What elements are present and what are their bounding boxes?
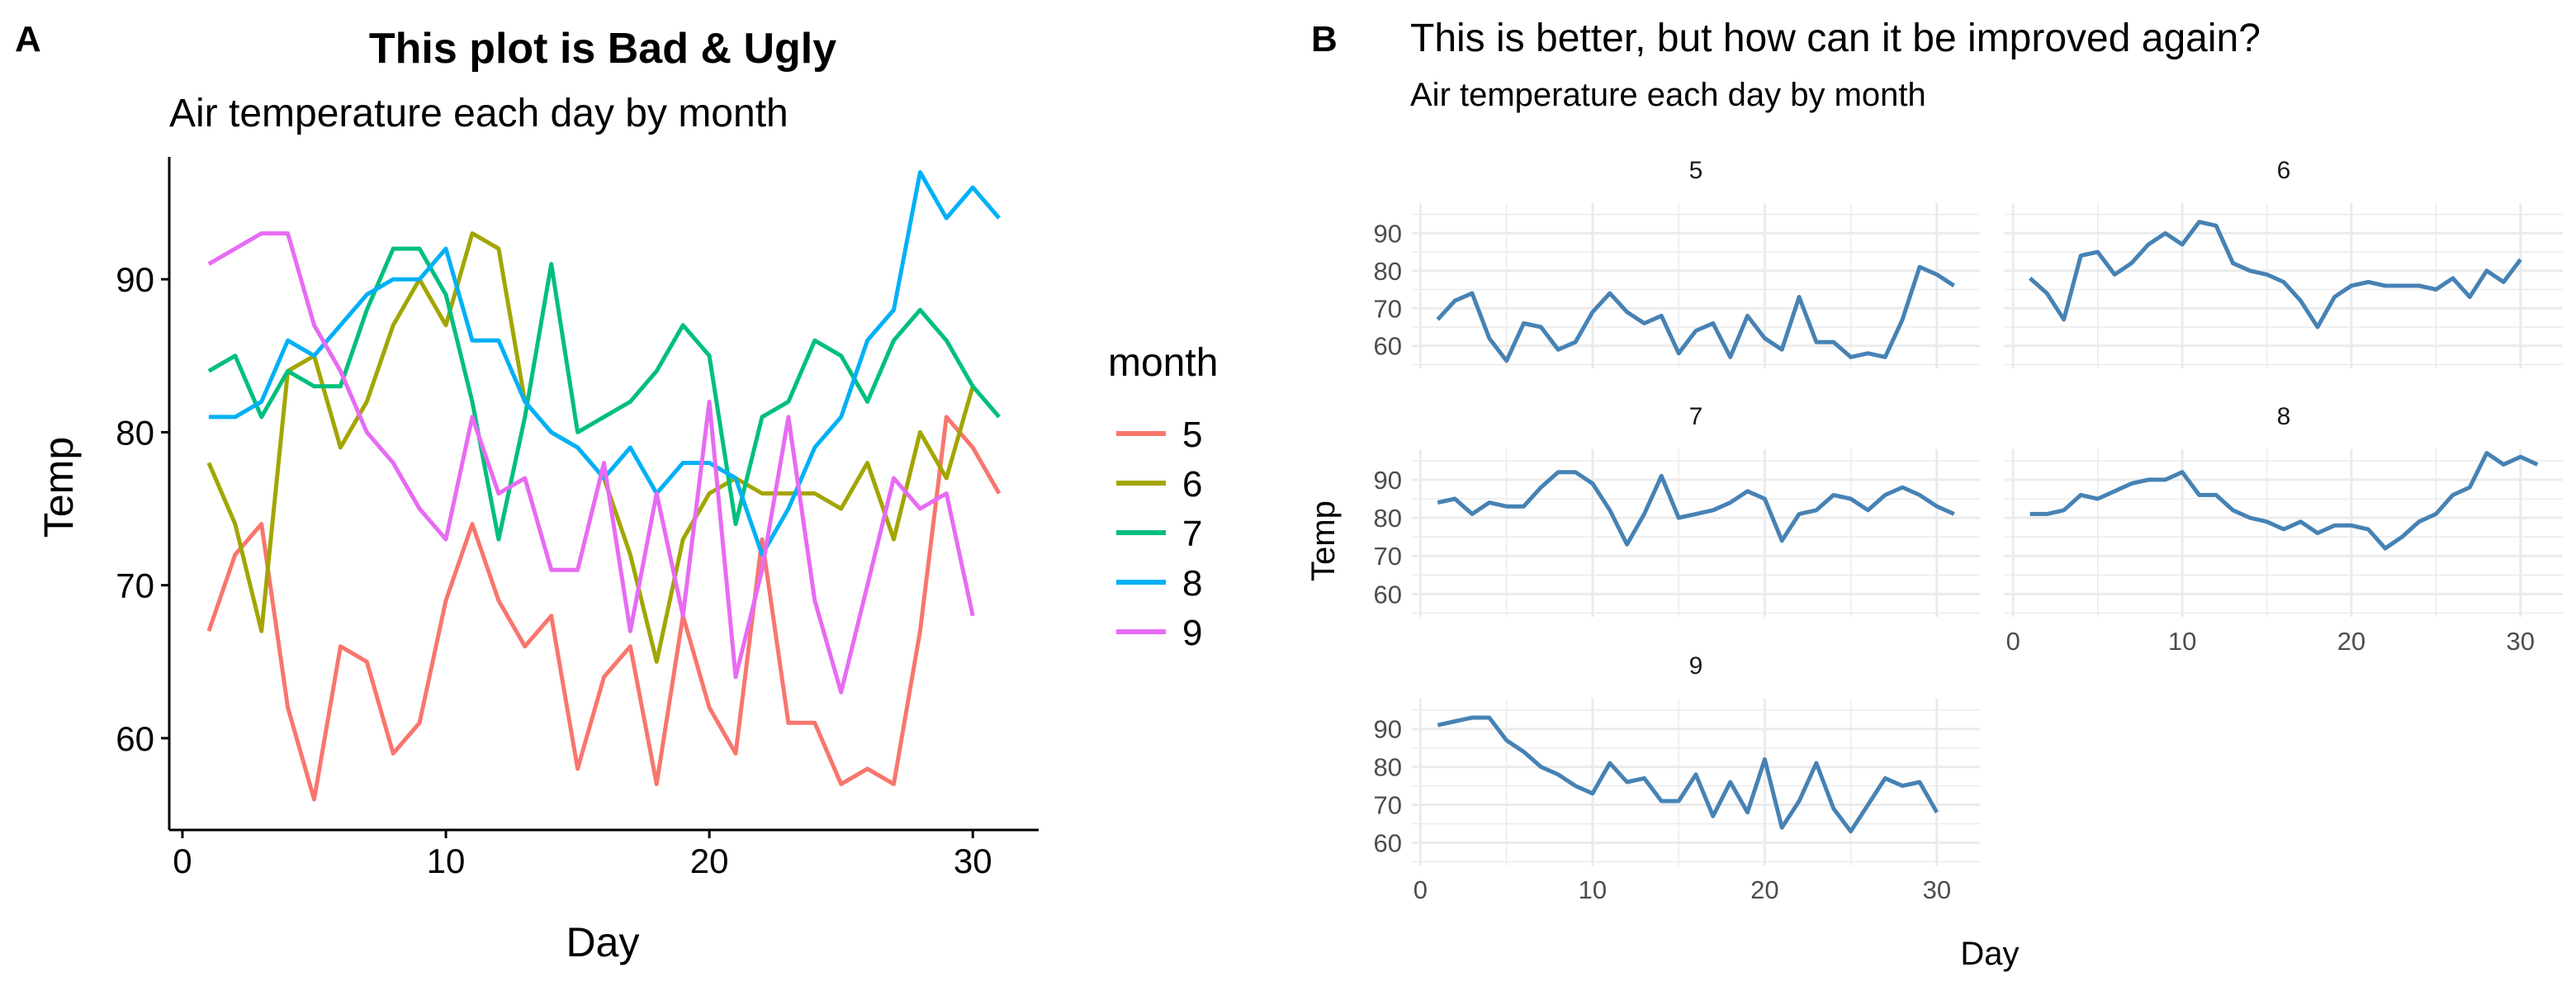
- y-tick-label: 80: [1374, 257, 1402, 286]
- panel-a-legend: month 5 6 7 8 9: [1108, 341, 1218, 653]
- panel-b-y-axis-label: Temp: [1305, 500, 1342, 581]
- legend-label-month-9: 9: [1182, 613, 1202, 653]
- panel-a-title: This plot is Bad & Ugly: [369, 25, 836, 73]
- y-tick-label: 80: [116, 413, 154, 452]
- legend-label-month-6: 6: [1182, 464, 1202, 505]
- panel-a-x-axis-label: Day: [566, 919, 640, 965]
- x-tick-label: 20: [1750, 875, 1778, 904]
- x-tick-label: 10: [2168, 627, 2196, 656]
- facet-series-line-month-9: [1437, 715, 1939, 834]
- x-tick-label: 20: [2337, 627, 2365, 656]
- facet-series-line-month-8: [2029, 451, 2539, 551]
- y-tick-label: 70: [116, 567, 154, 605]
- series-line-month-7: [207, 246, 1001, 542]
- y-tick-label: 80: [1374, 753, 1402, 782]
- facet-panel-month-9: 9 60 70 80 90 0 10 20 30: [1374, 652, 1980, 904]
- legend-label-month-8: 8: [1182, 563, 1202, 604]
- legend-label-month-7: 7: [1182, 514, 1202, 554]
- x-tick-label: 10: [1579, 875, 1607, 904]
- facet-panel-month-5: 5 60 70 80 90: [1374, 157, 1980, 368]
- facet-strip-label: 7: [1689, 403, 1703, 430]
- x-tick-label: 0: [2006, 627, 2020, 656]
- y-tick-label: 90: [1374, 466, 1402, 495]
- facet-panel-month-7: 7 60 70 80 90: [1374, 403, 1980, 617]
- series-line-month-9: [207, 231, 975, 695]
- legend-title: month: [1108, 341, 1218, 385]
- facet-panel-month-6: 6: [2005, 157, 2563, 368]
- y-tick-label: 90: [116, 260, 154, 299]
- facet-strip-label: 8: [2277, 403, 2291, 430]
- x-tick-label: 30: [954, 842, 992, 880]
- x-tick-label: 10: [427, 842, 466, 880]
- facet-series-line-month-6: [2029, 220, 2522, 330]
- x-tick-label: 30: [1923, 875, 1951, 904]
- panel-b-tag: B: [1311, 19, 1338, 59]
- x-tick-label: 20: [690, 842, 729, 880]
- y-tick-label: 90: [1374, 219, 1402, 248]
- y-tick-label: 60: [1374, 332, 1402, 361]
- panel-b-subtitle: Air temperature each day by month: [1410, 77, 1926, 113]
- y-tick-label: 60: [1374, 580, 1402, 609]
- x-tick-label: 30: [2507, 627, 2535, 656]
- panel-a-subtitle: Air temperature each day by month: [169, 92, 788, 135]
- panel-a-plot-area: 60 70 80 90 0 10 20 30: [116, 157, 1039, 880]
- x-tick-label: 0: [173, 842, 192, 880]
- series-line-month-5: [206, 415, 1002, 802]
- panel-b-x-axis-label: Day: [1960, 936, 2019, 972]
- y-tick-label: 70: [1374, 294, 1402, 323]
- facet-series-line-month-7: [1437, 470, 1955, 547]
- y-tick-label: 60: [1374, 828, 1402, 857]
- y-tick-label: 80: [1374, 504, 1402, 533]
- y-tick-label: 70: [1374, 791, 1402, 820]
- facet-series-line-month-5: [1436, 264, 1956, 363]
- facet-strip-label: 5: [1689, 157, 1703, 184]
- panel-a-tag: A: [15, 19, 41, 59]
- legend-label-month-5: 5: [1182, 415, 1202, 455]
- series-line-month-6: [206, 231, 975, 664]
- panel-a-y-axis-label: Temp: [36, 437, 82, 538]
- panel-b-title: This is better, but how can it be improv…: [1410, 17, 2261, 60]
- series-line-month-8: [208, 170, 1001, 557]
- y-tick-label: 60: [116, 719, 154, 758]
- facet-strip-label: 6: [2277, 157, 2291, 184]
- y-tick-label: 70: [1374, 542, 1402, 571]
- y-tick-label: 90: [1374, 715, 1402, 744]
- x-tick-label: 0: [1413, 875, 1428, 904]
- facet-panel-month-8: 8 0 10 20 30: [2005, 403, 2563, 656]
- facet-strip-label: 9: [1689, 652, 1703, 680]
